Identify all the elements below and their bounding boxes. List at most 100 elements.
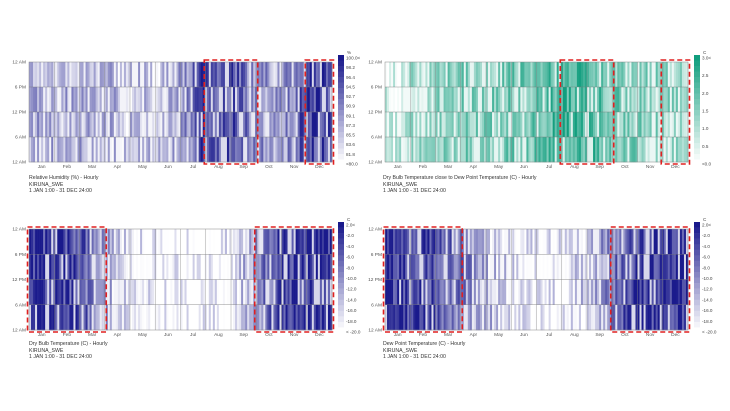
heatmap-cell [289, 112, 292, 138]
heatmap-cell [37, 229, 40, 255]
heatmap-cell [399, 137, 402, 163]
heatmap-cell [263, 137, 266, 163]
heatmap-cell [216, 87, 220, 113]
heatmap-cell [564, 229, 568, 255]
heatmap-cell [465, 254, 469, 280]
heatmap-cell [311, 254, 315, 280]
heatmap-cell [247, 62, 250, 88]
heatmap-cell [196, 87, 199, 113]
heatmap-cell [299, 87, 302, 113]
heatmap-cell [659, 304, 663, 331]
heatmap-cell [593, 87, 596, 113]
heatmap-cell [115, 62, 119, 88]
heatmap-cell [243, 229, 246, 255]
heatmap-cell [287, 137, 290, 163]
heatmap-cell [564, 304, 568, 331]
heatmap-cell [556, 112, 560, 138]
heatmap-cell [467, 229, 471, 255]
heatmap-cell [69, 229, 72, 255]
heatmap-cell [532, 229, 535, 255]
heatmap-cell [453, 87, 456, 113]
heatmap-cell [43, 229, 46, 255]
heatmap-cell [174, 254, 177, 280]
heatmap-cell [33, 62, 36, 88]
heatmap-cell [589, 254, 592, 280]
heatmap-cell [127, 254, 131, 280]
heatmap-cell [101, 62, 105, 88]
heatmap-cell [323, 229, 327, 255]
heatmap-cell [190, 254, 193, 280]
heatmap-cell [463, 137, 467, 163]
heatmap-cell [463, 254, 467, 280]
heatmap-cell [649, 279, 652, 306]
heatmap-cell [136, 137, 139, 163]
heatmap-cell [329, 62, 333, 88]
heatmap-cell [447, 112, 450, 138]
heatmap-cell [299, 279, 302, 306]
heatmap-cell [417, 87, 420, 113]
heatmap-cell [148, 254, 151, 280]
heatmap-cell [643, 279, 646, 306]
heatmap-cell [453, 254, 456, 280]
heatmap-cell [273, 229, 276, 255]
heatmap-cell [651, 112, 654, 138]
heatmap-cell [587, 229, 590, 255]
heatmap-cell [265, 112, 268, 138]
heatmap-cell [77, 304, 80, 331]
heatmap-cell [269, 112, 272, 138]
heatmap-cell [271, 62, 274, 88]
heatmap-cell [613, 112, 616, 138]
heatmap-cell [403, 229, 406, 255]
heatmap-cell [673, 254, 677, 280]
heatmap-cell [41, 279, 44, 306]
heatmap-cell [235, 137, 238, 163]
heatmap-cell [492, 279, 495, 306]
legend-swatch [338, 294, 344, 300]
heatmap-cell [220, 62, 224, 88]
heatmap-cell [671, 62, 675, 88]
legend-swatch [338, 115, 344, 122]
heatmap-cell [231, 137, 234, 163]
heatmap-cell [441, 112, 444, 138]
heatmap-cell [212, 279, 216, 306]
heatmap-cell [241, 304, 244, 331]
heatmap-cell [269, 229, 272, 255]
heatmap-cell [467, 254, 471, 280]
heatmap-cell [184, 229, 187, 255]
heatmap-cell [492, 254, 495, 280]
heatmap-cell [148, 87, 151, 113]
heatmap-cell [293, 304, 296, 331]
heatmap-cell [287, 304, 290, 331]
heatmap-cell [144, 229, 147, 255]
heatmap-cell [313, 87, 317, 113]
heatmap-cell [443, 279, 446, 306]
heatmap-cell [469, 304, 473, 331]
heatmap-cell [285, 279, 288, 306]
heatmap-cell [89, 112, 92, 138]
heatmap-cell [228, 279, 232, 306]
heatmap-cell [125, 62, 129, 88]
heatmap-cell [490, 62, 493, 88]
heatmap-cell [530, 137, 533, 163]
heatmap-cell [150, 87, 153, 113]
heatmap-cell [180, 137, 183, 163]
heatmap-cell [85, 137, 88, 163]
heatmap-cell [625, 62, 628, 88]
heatmap-cell [663, 229, 667, 255]
heatmap-cell [528, 137, 531, 163]
heatmap-cell [228, 137, 232, 163]
heatmap-cell [514, 87, 517, 113]
heatmap-cell [619, 229, 622, 255]
x-tick-label: Dec [671, 164, 680, 170]
heatmap-cell [214, 279, 218, 306]
chart-location: KIRUNA_SWE [29, 181, 64, 188]
heatmap-cell [548, 62, 551, 88]
heatmap-cell [178, 279, 181, 306]
heatmap-cell [494, 229, 497, 255]
heatmap-cell [111, 254, 115, 280]
heatmap-cell [170, 137, 173, 163]
heatmap-cell [249, 137, 252, 163]
heatmap-cell [146, 254, 149, 280]
heatmap-cell [279, 229, 282, 255]
heatmap-cell [647, 304, 650, 331]
